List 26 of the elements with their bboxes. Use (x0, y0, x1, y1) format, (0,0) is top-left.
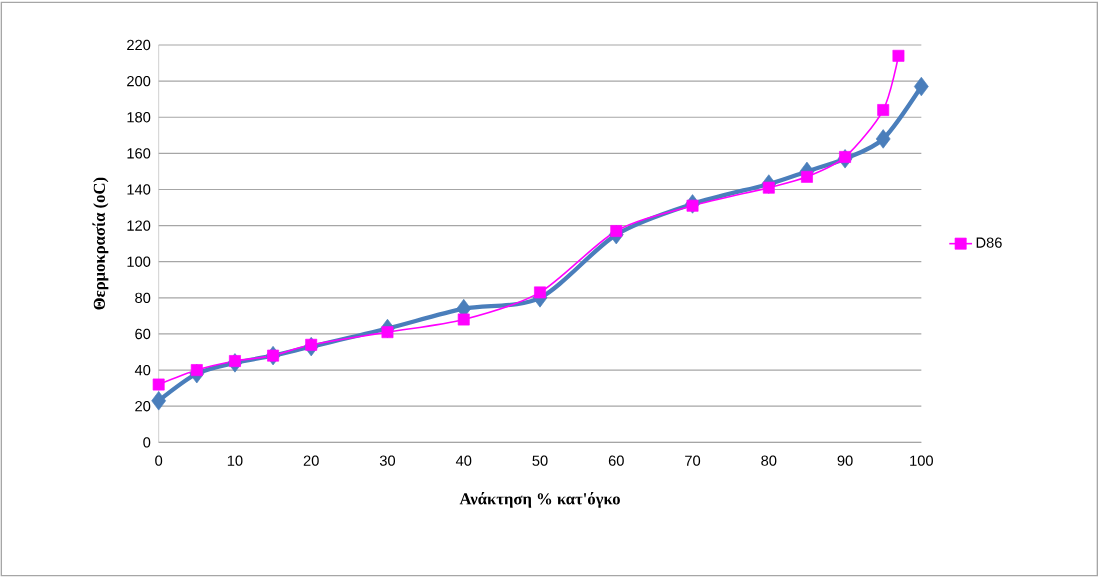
y-tick-label: 80 (135, 292, 151, 304)
y-tick-label: 220 (127, 39, 151, 51)
x-tick-label: 60 (608, 455, 624, 466)
y-tick-label: 160 (127, 148, 151, 159)
y-tick-label: 140 (127, 184, 151, 195)
y-tick-label: 180 (127, 112, 151, 123)
x-tick-label: 100 (910, 455, 933, 466)
x-tick-label: 20 (303, 455, 319, 466)
x-tick-label: 80 (761, 455, 777, 466)
y-tick-label: 0 (143, 437, 151, 448)
y-axis-title: Θερμοκρασία (oC) (92, 177, 109, 310)
x-tick-label: 40 (455, 455, 472, 466)
x-tick-label: 50 (532, 455, 548, 466)
x-tick-label: 10 (227, 455, 243, 466)
x-axis-title: Ανάκτηση % κατ'όγκο (459, 491, 620, 508)
legend-label: D86 (976, 237, 1002, 248)
x-tick-label: 90 (837, 455, 853, 466)
x-tick-label: 0 (155, 455, 163, 466)
y-tick-label: 60 (135, 328, 151, 340)
y-tick-label: 100 (127, 256, 151, 267)
x-tick-label: 30 (379, 455, 396, 466)
y-tick-label: 40 (134, 364, 151, 376)
y-tick-label: 20 (135, 401, 151, 412)
y-tick-label: 120 (127, 220, 151, 231)
y-tick-label: 200 (127, 75, 151, 87)
x-tick-label: 70 (685, 455, 701, 466)
